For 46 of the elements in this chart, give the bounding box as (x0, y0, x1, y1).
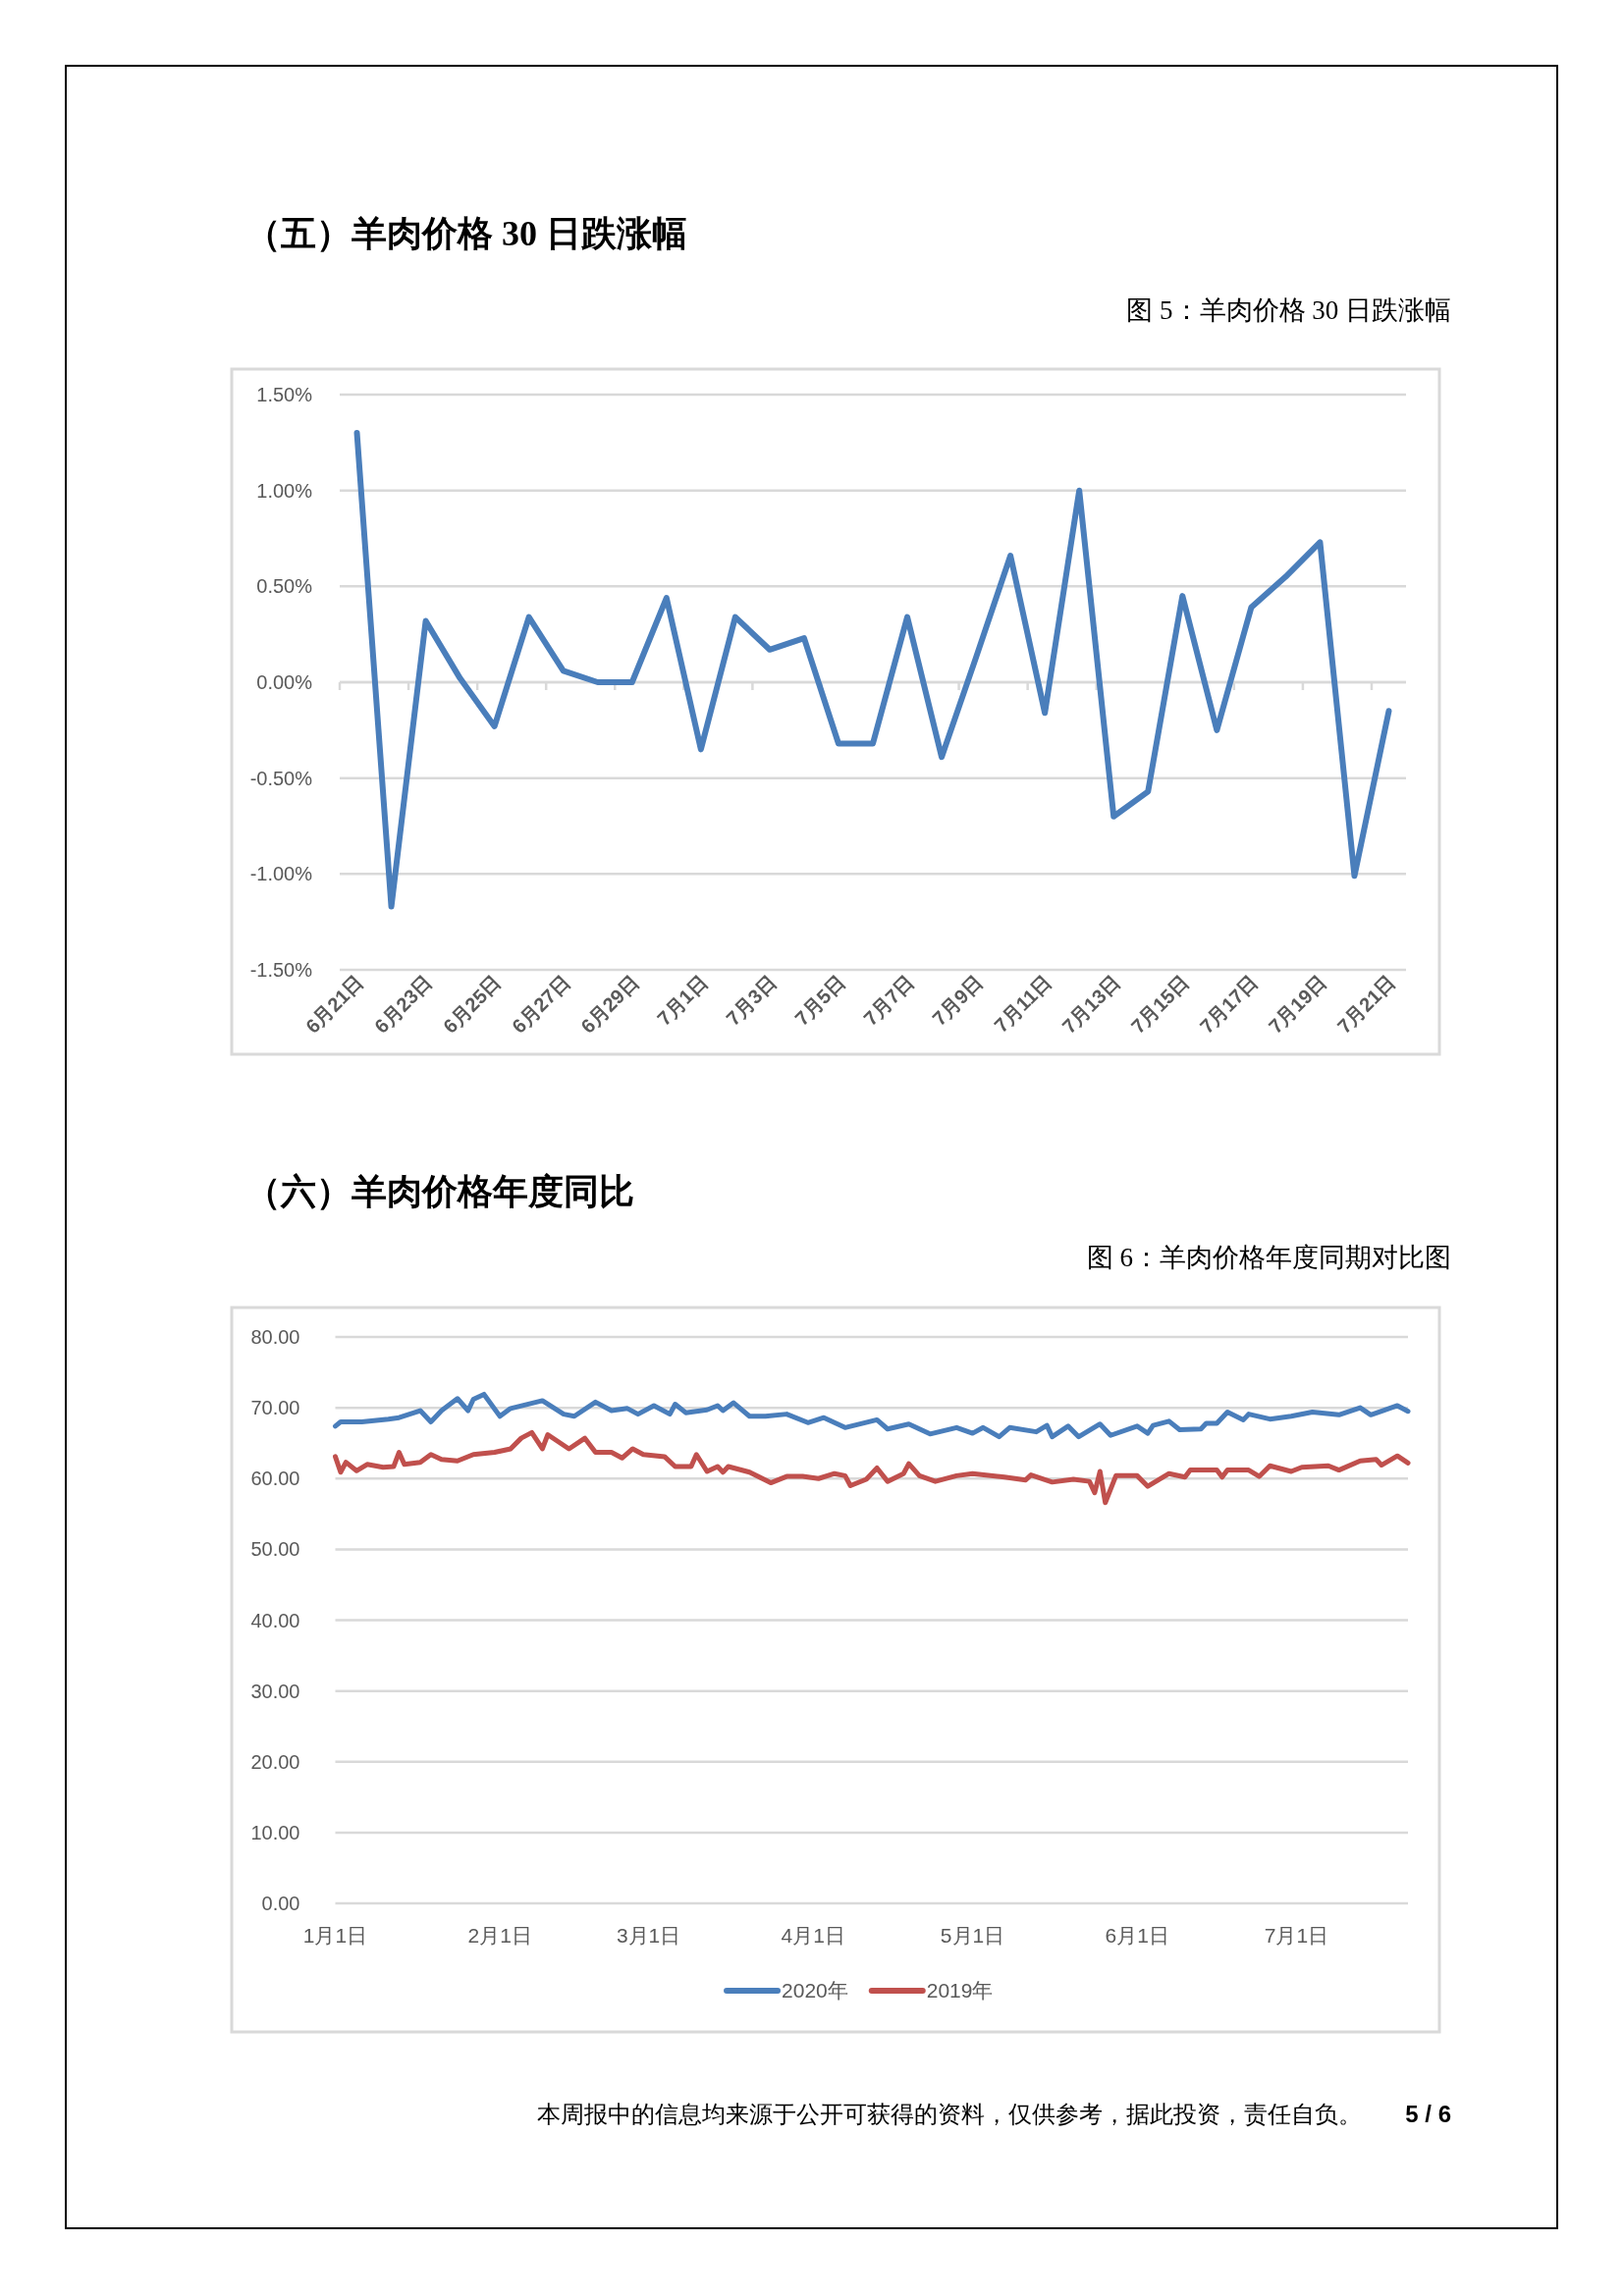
text: 5 / 6 (1405, 2101, 1451, 2127)
x-tick-label: 7月11日 (990, 971, 1056, 1037)
x-tick-label: 7月13日 (1057, 971, 1125, 1038)
x-tick-label: 6月25日 (439, 971, 506, 1038)
x-tick-label: 6月23日 (369, 971, 437, 1038)
y-tick-label: 1.00% (256, 479, 313, 502)
x-tick-label: 7月21日 (1332, 971, 1400, 1038)
legend-label: 2020年 (782, 1979, 848, 2002)
chart-title: （五）羊肉价格 30 日跌涨幅 (245, 214, 687, 253)
chart-subtitle: 图 5：羊肉价格 30 日跌涨幅 (1126, 295, 1451, 325)
y-tick-label: 0.00 (261, 1893, 300, 1914)
x-tick-label: 7月1日 (653, 971, 712, 1030)
x-tick-label: 1月1日 (302, 1924, 368, 1947)
x-tick-label: 6月1日 (1105, 1924, 1169, 1947)
x-tick-label: 7月7日 (859, 971, 918, 1030)
y-tick-label: 30.00 (250, 1680, 300, 1702)
y-tick-label: 20.00 (250, 1750, 300, 1773)
x-tick-label: 7月15日 (1126, 971, 1194, 1038)
chart-subtitle: 图 6：羊肉价格年度同期对比图 (1086, 1243, 1451, 1272)
y-tick-label: 10.00 (250, 1821, 300, 1843)
x-tick-label: 7月9日 (928, 971, 987, 1030)
y-tick-label: 80.00 (250, 1326, 300, 1348)
chart-title: （六）羊肉价格年度同比 (245, 1172, 634, 1211)
y-tick-label: 70.00 (250, 1397, 300, 1419)
legend-label: 2019年 (926, 1979, 994, 2002)
x-tick-label: 5月1日 (940, 1924, 1005, 1947)
y-tick-label: 50.00 (250, 1538, 300, 1561)
x-tick-label: 7月19日 (1264, 971, 1331, 1038)
x-tick-label: 4月1日 (781, 1924, 845, 1947)
y-tick-label: 1.50% (256, 384, 313, 405)
y-tick-label: 0.50% (256, 575, 313, 598)
x-tick-label: 7月1日 (1264, 1924, 1329, 1947)
y-tick-label: 40.00 (250, 1609, 300, 1631)
text: 本周报中的信息均来源于公开可获得的资料，仅供参考，据此投资，责任自负。 (537, 2102, 1363, 2127)
y-tick-label: 60.00 (250, 1468, 300, 1490)
x-tick-label: 6月27日 (508, 971, 574, 1038)
x-tick-label: 2月1日 (467, 1924, 532, 1947)
y-tick-label: 0.00% (256, 671, 313, 693)
x-tick-label: 7月17日 (1195, 971, 1263, 1038)
y-tick-label: -1.50% (249, 959, 313, 981)
x-tick-label: 7月3日 (722, 971, 781, 1030)
y-tick-label: -1.00% (249, 863, 313, 885)
x-tick-label: 3月1日 (616, 1924, 681, 1947)
y-tick-label: -0.50% (249, 767, 313, 789)
x-tick-label: 6月29日 (576, 971, 643, 1038)
x-tick-label: 7月5日 (790, 971, 849, 1030)
